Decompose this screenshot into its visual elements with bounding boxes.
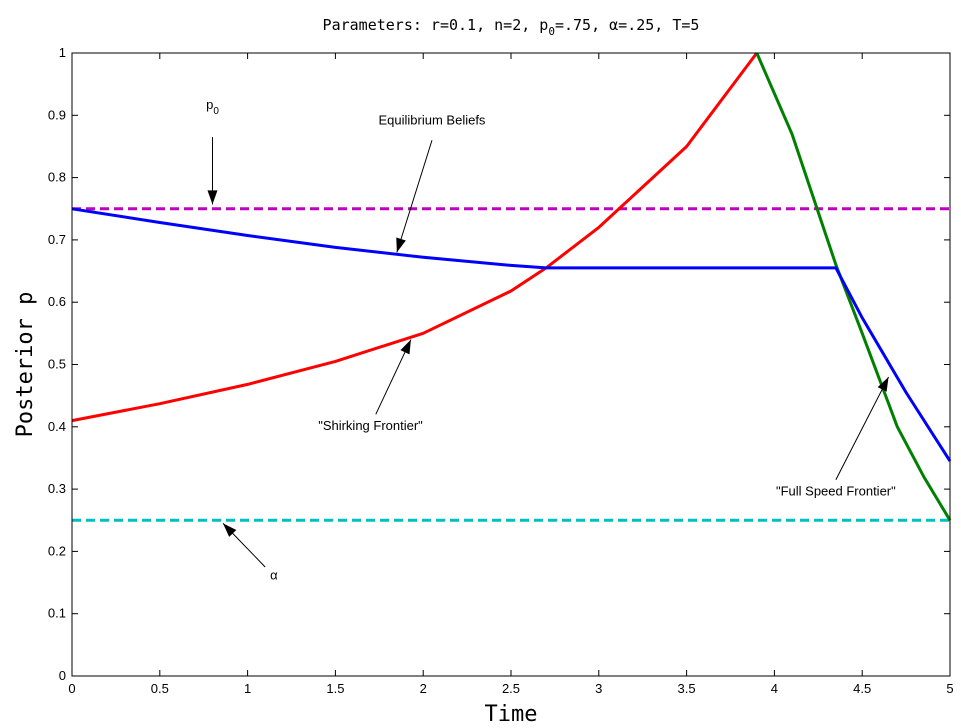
x-tick-label: 0 [68,681,75,696]
annotation-label-p0: p0 [206,97,219,117]
ticks-layer: 0 0.5 1 1.5 2 2.5 3 3.5 4 4.5 5 0 0.1 0.2 0.3 0.4 0.5 0.6… [48,45,954,696]
series-layer [71,52,952,522]
annotation-label-full-speed-frontier: "Full Speed Frontier" [776,483,896,498]
annotation-label-equilibrium-beliefs: Equilibrium Beliefs [379,113,486,128]
y-tick-label: 0.9 [48,107,66,122]
y-axis-label: Posterior p [13,292,38,438]
annotation-label-shirking-frontier: "Shirking Frontier" [318,418,423,433]
x-tick-label: 3.5 [678,681,696,696]
x-tick-label: 5 [946,681,953,696]
x-tick-label: 4.5 [853,681,871,696]
annotation-arrowhead [207,190,218,205]
y-tick-label: 0.4 [48,419,66,434]
annotation-layer: p0 Equilibrium Beliefs "Shirking Frontier"… [206,97,896,582]
annotation-arrowhead [877,376,889,392]
annotation-arrow-full-speed-frontier [835,376,889,480]
x-tick-label: 2 [420,681,427,696]
x-axis-label: Time [485,702,538,727]
x-tick-label: 3 [595,681,602,696]
x-tick-label: 1 [244,681,251,696]
y-tick-label: 0.1 [48,606,66,621]
y-tick-label: 0.8 [48,170,66,185]
annotation-arrow-equilibrium-beliefs [396,140,433,253]
annotation-arrowhead [223,523,237,537]
y-tick-label: 0.7 [48,232,66,247]
x-tick-label: 1.5 [326,681,344,696]
annotation-label-alpha: α [270,567,278,582]
y-tick-label: 1 [59,45,66,60]
chart-title: Parameters: r=0.1, n=2, p0=.75, α=.25, T… [323,16,700,38]
x-tick-label: 0.5 [151,681,169,696]
series-shirking-frontier [71,52,758,423]
annotation-arrowhead [396,237,406,253]
annotation-arrowhead [400,339,411,355]
x-tick-label: 4 [771,681,778,696]
y-tick-label: 0.6 [48,294,66,309]
series-full-speed-frontier [755,52,952,522]
x-tick-label: 2.5 [502,681,520,696]
plot-frame [71,52,951,677]
y-tick-label: 0.3 [48,481,66,496]
y-tick-label: 0.2 [48,543,66,558]
series-equilibrium-beliefs [71,207,952,462]
y-tick-label: 0 [59,668,66,683]
y-tick-label: 0.5 [48,357,66,372]
